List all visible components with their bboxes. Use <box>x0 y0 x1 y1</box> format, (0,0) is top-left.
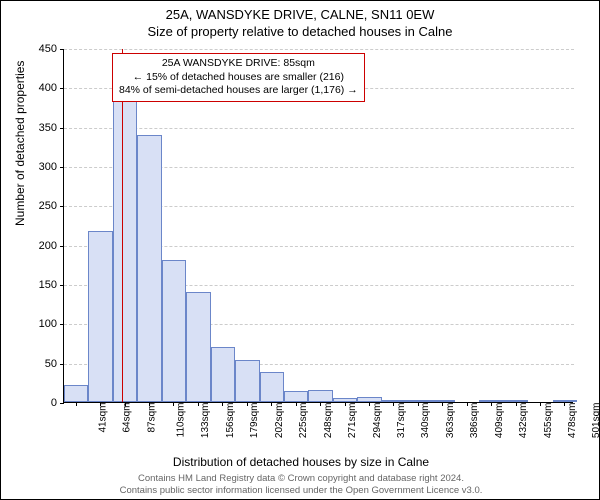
y-tick-label: 400 <box>1 82 57 94</box>
y-tick-label: 150 <box>1 279 57 291</box>
y-tick-mark <box>60 246 64 247</box>
histogram-bar <box>211 347 235 402</box>
x-tick-mark <box>173 402 174 406</box>
y-tick-mark <box>60 128 64 129</box>
y-tick-label: 0 <box>1 397 57 409</box>
histogram-bar <box>235 360 259 402</box>
x-tick-mark <box>247 402 248 406</box>
y-tick-mark <box>60 167 64 168</box>
x-tick-mark <box>271 402 272 406</box>
x-tick-mark <box>540 402 541 406</box>
x-tick-label: 386sqm <box>469 403 480 439</box>
chart-subtitle: Size of property relative to detached ho… <box>1 24 599 39</box>
x-tick-mark <box>100 402 101 406</box>
chart-footer: Contains HM Land Registry data © Crown c… <box>1 473 600 497</box>
x-tick-mark <box>222 402 223 406</box>
footer-line-1: Contains HM Land Registry data © Crown c… <box>1 473 600 485</box>
footer-line-2: Contains public sector information licen… <box>1 485 600 497</box>
x-tick-label: 41sqm <box>97 403 108 433</box>
y-tick-mark <box>60 403 64 404</box>
x-tick-mark <box>369 402 370 406</box>
y-tick-label: 350 <box>1 122 57 134</box>
x-tick-label: 87sqm <box>146 403 157 433</box>
x-tick-label: 317sqm <box>396 403 407 439</box>
chart-plot-area: 41sqm64sqm87sqm110sqm133sqm156sqm179sqm2… <box>63 49 573 403</box>
x-tick-label: 110sqm <box>175 403 186 438</box>
x-tick-mark <box>418 402 419 406</box>
y-tick-mark <box>60 285 64 286</box>
gridline-h <box>64 128 574 129</box>
x-axis-title: Distribution of detached houses by size … <box>1 455 600 469</box>
x-tick-label: 156sqm <box>225 403 236 439</box>
x-tick-mark <box>198 402 199 406</box>
annotation-line-1: 25A WANSDYKE DRIVE: 85sqm <box>119 57 358 71</box>
x-tick-label: 363sqm <box>445 403 456 439</box>
y-tick-mark <box>60 49 64 50</box>
x-tick-mark <box>296 402 297 406</box>
histogram-bar <box>186 292 210 402</box>
y-tick-label: 50 <box>1 358 57 370</box>
histogram-bar <box>113 91 137 402</box>
x-tick-mark <box>125 402 126 406</box>
x-tick-mark <box>564 402 565 406</box>
x-tick-label: 179sqm <box>249 403 260 439</box>
x-tick-mark <box>320 402 321 406</box>
histogram-bar <box>284 391 308 402</box>
x-tick-mark <box>345 402 346 406</box>
plot-frame: 41sqm64sqm87sqm110sqm133sqm156sqm179sqm2… <box>63 49 573 403</box>
x-tick-mark <box>76 402 77 406</box>
x-tick-label: 501sqm <box>592 403 600 439</box>
x-tick-label: 340sqm <box>420 403 431 439</box>
y-tick-label: 200 <box>1 240 57 252</box>
x-tick-mark <box>149 402 150 406</box>
x-tick-mark <box>516 402 517 406</box>
x-tick-label: 455sqm <box>543 403 554 439</box>
annotation-line-3: 84% of semi-detached houses are larger (… <box>119 84 358 98</box>
x-tick-label: 225sqm <box>298 403 309 439</box>
x-tick-mark <box>393 402 394 406</box>
y-tick-mark <box>60 206 64 207</box>
histogram-bar <box>162 260 186 402</box>
y-tick-label: 100 <box>1 318 57 330</box>
y-tick-mark <box>60 88 64 89</box>
x-tick-label: 64sqm <box>122 403 133 433</box>
x-tick-label: 133sqm <box>201 403 212 439</box>
x-tick-label: 248sqm <box>323 403 334 439</box>
histogram-bar <box>308 390 332 402</box>
x-tick-mark <box>442 402 443 406</box>
gridline-h <box>64 49 574 50</box>
histogram-bar <box>137 135 161 402</box>
annotation-box: 25A WANSDYKE DRIVE: 85sqm← 15% of detach… <box>112 53 365 102</box>
annotation-line-2: ← 15% of detached houses are smaller (21… <box>119 71 358 85</box>
x-tick-label: 409sqm <box>494 403 505 439</box>
x-tick-mark <box>491 402 492 406</box>
x-tick-label: 294sqm <box>372 403 383 439</box>
y-tick-label: 450 <box>1 43 57 55</box>
histogram-bar <box>260 372 284 402</box>
x-tick-label: 432sqm <box>518 403 529 439</box>
x-tick-label: 202sqm <box>274 403 285 439</box>
histogram-bar <box>88 231 112 402</box>
chart-title: 25A, WANSDYKE DRIVE, CALNE, SN11 0EW <box>1 7 599 22</box>
x-tick-label: 271sqm <box>347 403 358 439</box>
y-tick-mark <box>60 364 64 365</box>
y-tick-label: 250 <box>1 200 57 212</box>
y-tick-label: 300 <box>1 161 57 173</box>
x-tick-label: 478sqm <box>567 403 578 439</box>
reference-line <box>122 49 123 402</box>
histogram-bar <box>64 385 88 402</box>
y-tick-mark <box>60 324 64 325</box>
x-tick-mark <box>467 402 468 406</box>
